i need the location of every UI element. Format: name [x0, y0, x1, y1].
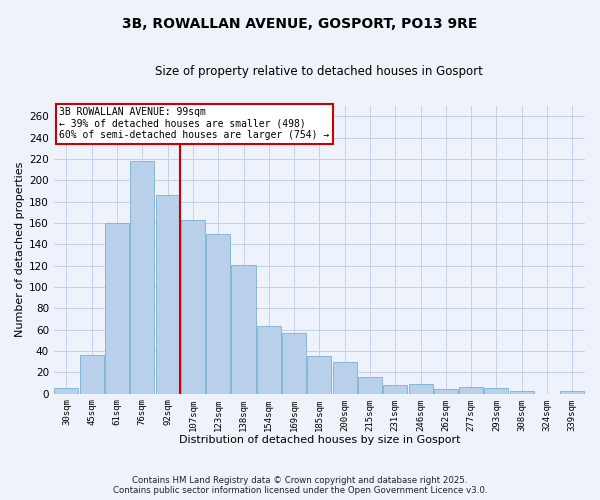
Bar	[105, 223, 129, 394]
Bar	[459, 388, 483, 394]
Text: 3B ROWALLAN AVENUE: 99sqm
← 39% of detached houses are smaller (498)
60% of semi: 3B ROWALLAN AVENUE: 99sqm ← 39% of detac…	[59, 107, 329, 140]
Bar	[409, 384, 433, 394]
Bar	[332, 362, 357, 394]
Bar	[383, 385, 407, 394]
Bar	[232, 264, 256, 394]
Bar	[206, 234, 230, 394]
Bar	[484, 388, 508, 394]
Text: 3B, ROWALLAN AVENUE, GOSPORT, PO13 9RE: 3B, ROWALLAN AVENUE, GOSPORT, PO13 9RE	[122, 18, 478, 32]
Bar	[130, 161, 154, 394]
Y-axis label: Number of detached properties: Number of detached properties	[15, 162, 25, 338]
Bar	[307, 356, 331, 394]
Text: Contains HM Land Registry data © Crown copyright and database right 2025.
Contai: Contains HM Land Registry data © Crown c…	[113, 476, 487, 495]
Bar	[434, 390, 458, 394]
Bar	[55, 388, 79, 394]
Bar	[181, 220, 205, 394]
Bar	[358, 376, 382, 394]
Bar	[510, 390, 534, 394]
Bar	[155, 195, 179, 394]
Bar	[282, 333, 306, 394]
Bar	[80, 356, 104, 394]
Title: Size of property relative to detached houses in Gosport: Size of property relative to detached ho…	[155, 65, 484, 78]
X-axis label: Distribution of detached houses by size in Gosport: Distribution of detached houses by size …	[179, 435, 460, 445]
Bar	[257, 326, 281, 394]
Bar	[560, 390, 584, 394]
